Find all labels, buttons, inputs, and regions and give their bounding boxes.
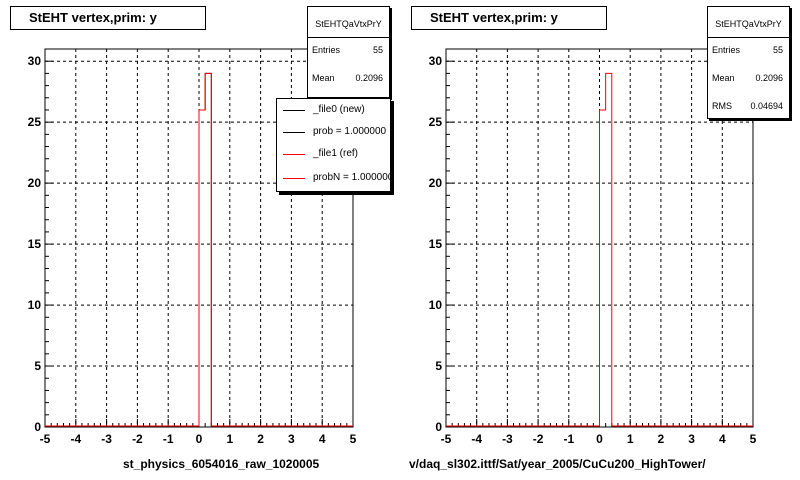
left-y-tick-label: 30 <box>28 54 42 68</box>
right-y-tick-label: 25 <box>429 115 443 129</box>
legend-entry: _file1 (ref) <box>277 145 390 165</box>
left-stats-mean-label: Mean <box>312 73 335 83</box>
left-legend: _file0 (new) prob = 1.000000 _file1 (ref… <box>276 98 391 192</box>
right-x-tick-label: -4 <box>471 432 482 446</box>
right-stats-name: StEHTQaVtxPrY <box>708 7 789 38</box>
legend-line <box>283 154 305 155</box>
left-stats-mean-value: 0.2096 <box>355 73 383 83</box>
left-title: StEHT vertex,prim: y <box>29 10 157 25</box>
right-x-axis-title: v/daq_sl302.ittf/Sat/year_2005/CuCu200_H… <box>409 457 706 471</box>
left-y-tick-label: 20 <box>28 176 42 190</box>
right-stats-mean-value: 0.2096 <box>755 73 783 83</box>
left-title-box: StEHT vertex,prim: y <box>10 6 206 30</box>
right-y-tick-label: 0 <box>435 420 442 434</box>
left-stats-entries-value: 55 <box>372 45 383 55</box>
legend-line <box>283 110 305 111</box>
left-x-tick-label: 0 <box>196 432 203 446</box>
left-y-tick-label: 25 <box>28 115 42 129</box>
right-stats-rms-row: RMS 0.04694 <box>712 101 783 113</box>
right-y-tick-label: 30 <box>429 54 443 68</box>
right-stats-entries-row: Entries 55 <box>712 45 783 57</box>
right-y-tick-label: 20 <box>429 176 443 190</box>
left-y-tick-label: 0 <box>34 420 41 434</box>
right-y-tick-label: 5 <box>435 359 442 373</box>
right-stats-rms-value: 0.04694 <box>750 101 783 111</box>
legend-label: prob = 1.000000 <box>313 126 387 137</box>
left-x-tick-label: -5 <box>40 432 51 446</box>
legend-entry: _file0 (new) <box>277 101 390 121</box>
legend-label: _file1 (ref) <box>313 148 359 159</box>
right-x-tick-label: -5 <box>441 432 452 446</box>
left-x-tick-label: -4 <box>70 432 81 446</box>
right-x-tick-label: 5 <box>750 432 757 446</box>
right-x-tick-label: 2 <box>658 432 665 446</box>
left-x-tick-label: -3 <box>101 432 112 446</box>
legend-entry: prob = 1.000000 <box>277 123 390 143</box>
right-x-tick-label: 0 <box>596 432 603 446</box>
legend-line <box>283 132 305 133</box>
legend-label: probN = 1.000000 <box>313 172 391 183</box>
left-histogram-series-1 <box>45 72 353 427</box>
right-title: StEHT vertex,prim: y <box>430 10 558 25</box>
left-y-tick-label: 5 <box>34 359 41 373</box>
right-x-tick-label: 3 <box>688 432 695 446</box>
right-y-tick-label: 15 <box>429 237 443 251</box>
left-stats-name: StEHTQaVtxPrY <box>308 7 389 38</box>
right-y-tick-label: 10 <box>429 298 443 312</box>
left-x-tick-label: 3 <box>288 432 295 446</box>
right-stats-box: StEHTQaVtxPrY Entries 55 Mean 0.2096 RMS… <box>707 6 790 119</box>
left-stats-box: StEHTQaVtxPrY Entries 55 Mean 0.2096 <box>307 6 390 98</box>
legend-label: _file0 (new) <box>313 104 365 115</box>
right-x-tick-label: -1 <box>563 432 574 446</box>
left-y-tick-label: 15 <box>28 237 42 251</box>
right-title-box: StEHT vertex,prim: y <box>411 6 607 30</box>
left-x-axis-title: st_physics_6054016_raw_1020005 <box>123 457 320 471</box>
right-x-tick-label: 1 <box>627 432 634 446</box>
right-x-tick-label: -2 <box>533 432 544 446</box>
right-stats-entries-label: Entries <box>712 45 741 55</box>
left-x-tick-label: -1 <box>163 432 174 446</box>
left-x-tick-label: 5 <box>350 432 357 446</box>
right-stats-mean-row: Mean 0.2096 <box>712 73 783 85</box>
left-x-tick-label: -2 <box>132 432 143 446</box>
left-x-tick-label: 4 <box>319 432 326 446</box>
left-x-tick-label: 1 <box>226 432 233 446</box>
left-x-tick-label: 2 <box>257 432 264 446</box>
right-x-tick-label: -3 <box>502 432 513 446</box>
right-histogram-series-0 <box>446 72 753 427</box>
left-y-tick-label: 10 <box>28 298 42 312</box>
right-stats-rms-label: RMS <box>712 101 732 111</box>
left-stats-mean-row: Mean 0.2096 <box>312 73 383 85</box>
legend-entry: probN = 1.000000 <box>277 169 390 189</box>
right-x-tick-label: 4 <box>719 432 726 446</box>
legend-line <box>283 178 305 179</box>
right-stats-entries-value: 55 <box>772 45 783 55</box>
left-stats-entries-row: Entries 55 <box>312 45 383 57</box>
left-stats-entries-label: Entries <box>312 45 341 55</box>
right-stats-mean-label: Mean <box>712 73 735 83</box>
